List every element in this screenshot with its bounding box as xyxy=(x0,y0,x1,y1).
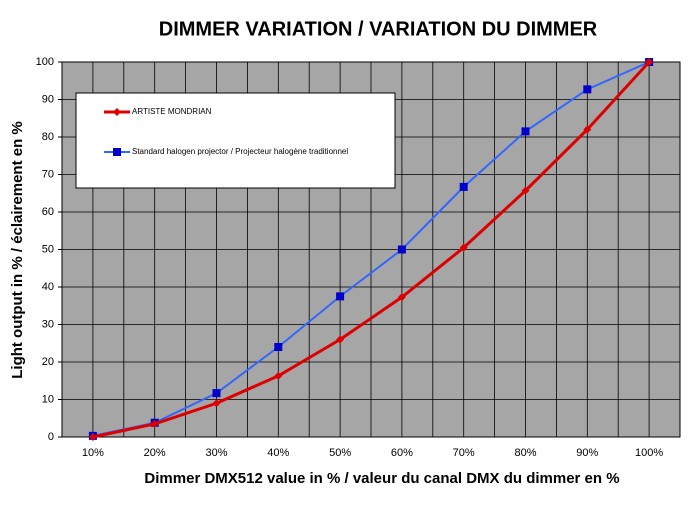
y-tick-label: 100 xyxy=(36,56,54,68)
x-tick-label: 30% xyxy=(205,447,227,459)
legend-marker xyxy=(113,108,121,116)
y-tick-label: 90 xyxy=(42,93,54,105)
x-tick-label: 90% xyxy=(576,447,598,459)
marker xyxy=(274,343,283,351)
marker xyxy=(88,433,97,441)
y-axis-label: Light output in % / éclairement en % xyxy=(9,121,26,379)
x-tick-label: 20% xyxy=(144,447,166,459)
y-tick-label: 70 xyxy=(42,168,54,180)
marker xyxy=(212,389,221,398)
marker xyxy=(459,243,468,252)
y-tick-label: 10 xyxy=(42,393,54,405)
marker xyxy=(583,85,592,94)
series-line xyxy=(92,60,651,439)
marker xyxy=(645,58,654,66)
legend-marker xyxy=(113,148,121,156)
y-tick-label: 60 xyxy=(42,206,54,218)
y-tick-label: 30 xyxy=(42,318,54,330)
marker xyxy=(212,399,221,408)
marker xyxy=(336,292,345,301)
marker xyxy=(397,245,406,254)
x-tick-label: 50% xyxy=(329,447,351,459)
marker xyxy=(274,371,283,380)
legend-box xyxy=(75,92,396,189)
marker xyxy=(459,182,468,191)
marker xyxy=(583,125,592,134)
legend-label: ARTISTE MONDRIAN xyxy=(132,107,212,116)
x-tick-label: 80% xyxy=(514,447,536,459)
marker xyxy=(150,419,159,428)
legend-label: Standard halogen projector / Projecteur … xyxy=(132,147,348,156)
y-tick-label: 80 xyxy=(42,131,54,143)
x-tick-label: 70% xyxy=(453,447,475,459)
x-tick-label: 100% xyxy=(635,447,663,459)
x-tick-label: 60% xyxy=(391,447,413,459)
series-line xyxy=(92,61,650,437)
chart-title: DIMMER VARIATION / VARIATION DU DIMMER xyxy=(159,18,598,40)
x-tick-label: 40% xyxy=(267,447,289,459)
y-tick-label: 40 xyxy=(42,281,54,293)
x-tick-label: 10% xyxy=(82,447,104,459)
marker xyxy=(397,293,406,302)
marker xyxy=(336,335,345,344)
x-axis-label: Dimmer DMX512 value in % / valeur du can… xyxy=(144,470,619,487)
y-tick-label: 0 xyxy=(48,431,54,443)
y-tick-label: 50 xyxy=(42,243,54,255)
y-tick-label: 20 xyxy=(42,356,54,368)
marker xyxy=(521,127,530,136)
marker xyxy=(521,186,530,195)
